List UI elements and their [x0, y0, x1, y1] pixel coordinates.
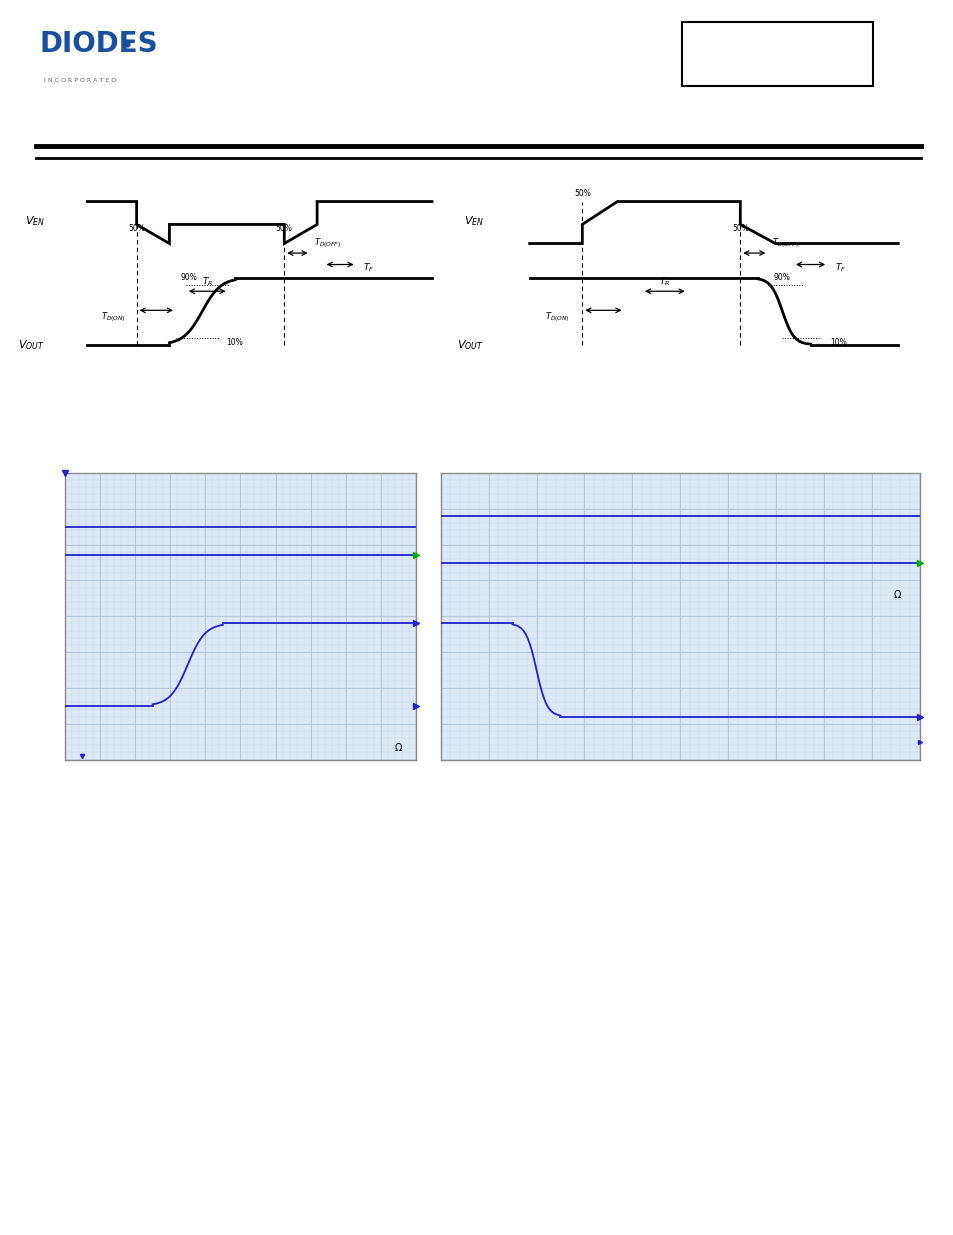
- Text: I N C O R P O R A T E D: I N C O R P O R A T E D: [44, 78, 115, 83]
- Text: 10%: 10%: [829, 337, 846, 347]
- Text: 50%: 50%: [128, 224, 145, 233]
- Text: $T_R$: $T_R$: [201, 275, 213, 288]
- Text: DIODES: DIODES: [39, 30, 157, 58]
- Text: $T_{D(OFF)}$: $T_{D(OFF)}$: [771, 236, 799, 249]
- Text: $T_R$: $T_R$: [659, 275, 670, 288]
- Text: $V_{OUT}$: $V_{OUT}$: [456, 338, 483, 352]
- Text: 50%: 50%: [574, 189, 590, 198]
- Text: 10%: 10%: [227, 337, 243, 347]
- Text: $T_F$: $T_F$: [363, 262, 374, 274]
- Text: 50%: 50%: [731, 224, 748, 233]
- Text: $V_{EN}$: $V_{EN}$: [463, 214, 483, 227]
- Text: $V_{OUT}$: $V_{OUT}$: [18, 338, 45, 352]
- Text: $T_{D(OFF)}$: $T_{D(OFF)}$: [314, 236, 340, 249]
- Text: 50%: 50%: [275, 224, 293, 233]
- Text: $T_F$: $T_F$: [834, 262, 845, 274]
- Text: $T_{D(ON)}$: $T_{D(ON)}$: [101, 310, 126, 325]
- Text: 90%: 90%: [773, 273, 790, 282]
- Text: Ω: Ω: [395, 742, 401, 752]
- Text: $T_{D(ON)}$: $T_{D(ON)}$: [545, 310, 570, 325]
- Text: 90%: 90%: [180, 273, 197, 282]
- Text: Ω: Ω: [892, 590, 900, 600]
- Text: $V_{EN}$: $V_{EN}$: [25, 214, 45, 227]
